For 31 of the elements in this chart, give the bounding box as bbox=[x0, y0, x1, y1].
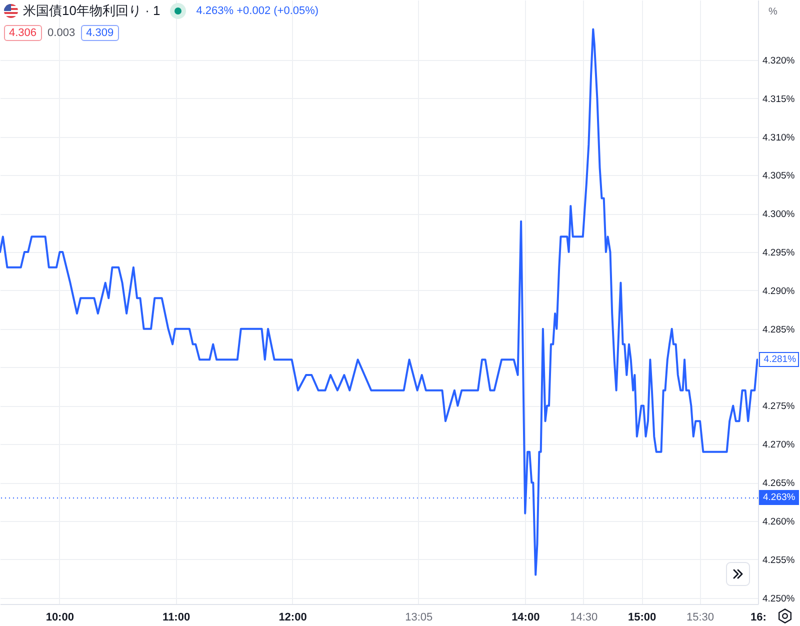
y-tick-label: 4.265% bbox=[762, 478, 796, 490]
x-tick-label: 14:00 bbox=[512, 612, 540, 624]
x-tick-label: 11:00 bbox=[162, 612, 190, 624]
y-tick-label: 4.295% bbox=[762, 248, 796, 259]
y-tick-label: 4.275% bbox=[762, 401, 796, 412]
annotation: 0.003 bbox=[48, 26, 76, 40]
x-tick-label: 16: bbox=[750, 612, 766, 624]
x-tick-label: 15:30 bbox=[686, 612, 714, 624]
ref-line-label: 4.263% bbox=[759, 490, 799, 506]
y-tick-label: 4.300% bbox=[762, 209, 796, 220]
y-tick-label: 4.320% bbox=[762, 55, 796, 66]
x-tick-label: 13:05 bbox=[405, 612, 433, 624]
chart-subtitle: 4.263% +0.002 (+0.05%) bbox=[196, 4, 319, 19]
chart-title: 米国債10年物利回り · 1 bbox=[23, 2, 160, 20]
y-tick-label: 4.260% bbox=[762, 516, 796, 528]
y-axis-title: % bbox=[768, 6, 778, 18]
x-tick-label: 12:00 bbox=[278, 612, 307, 624]
y-tick-label: 4.250% bbox=[762, 593, 796, 604]
x-tick-label: 14:30 bbox=[570, 612, 598, 624]
y-tick-label: 4.305% bbox=[762, 170, 796, 182]
annotation: 4.281% bbox=[758, 352, 799, 368]
annotation: 4.306 bbox=[4, 24, 42, 40]
x-tick-label: 10:00 bbox=[46, 612, 74, 624]
annotation: 4.309 bbox=[81, 24, 119, 40]
y-tick-label: 4.310% bbox=[762, 132, 796, 144]
y-tick-label: 4.255% bbox=[762, 554, 796, 566]
x-tick-label: 15:00 bbox=[628, 612, 656, 624]
y-tick-label: 4.285% bbox=[762, 324, 796, 336]
y-tick-label: 4.270% bbox=[762, 440, 796, 451]
y-tick-label: 4.315% bbox=[762, 94, 796, 105]
y-tick-label: 4.290% bbox=[762, 286, 796, 297]
